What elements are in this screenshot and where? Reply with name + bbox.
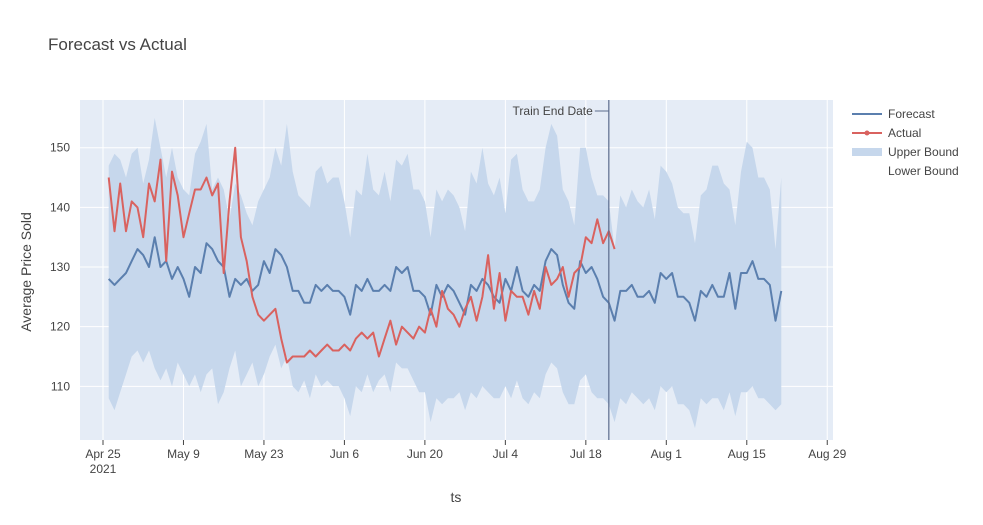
x-tick-label: Jul 18 <box>570 447 602 461</box>
legend-label: Forecast <box>888 107 935 121</box>
train-end-label: Train End Date <box>513 104 594 118</box>
x-tick-label: Apr 25 <box>85 447 121 461</box>
legend-swatch <box>852 148 882 156</box>
legend-label: Actual <box>888 126 921 140</box>
legend-item-upper-bound[interactable]: Upper Bound <box>852 145 959 159</box>
x-axis-title: ts <box>451 489 462 505</box>
train-end-marker: Train End Date <box>513 100 610 440</box>
x-tick-label: May 23 <box>244 447 284 461</box>
y-tick-label: 140 <box>50 200 70 214</box>
x-tick-label: Aug 15 <box>728 447 766 461</box>
legend-item-actual[interactable]: Actual <box>852 126 921 140</box>
y-tick-label: 110 <box>51 379 70 393</box>
legend-item-forecast[interactable]: Forecast <box>852 107 935 121</box>
legend[interactable]: Forecast Actual Upper Bound Lower Bound <box>852 107 959 178</box>
y-axis-title: Average Price Sold <box>18 212 34 332</box>
x-tick-label: Aug 29 <box>808 447 846 461</box>
legend-item-lower-bound[interactable]: Lower Bound <box>888 164 959 178</box>
legend-label: Lower Bound <box>888 164 959 178</box>
x-tick-label: Aug 1 <box>651 447 683 461</box>
legend-marker <box>864 130 870 136</box>
x-tick-label: Jun 6 <box>330 447 360 461</box>
actual-line <box>107 146 616 364</box>
x-tick-year-label: 2021 <box>90 462 117 476</box>
chart-title: Forecast vs Actual <box>48 35 187 54</box>
confidence-band <box>108 117 782 429</box>
y-axis-ticks: 110 120 130 140 150 <box>50 141 70 394</box>
x-tick-label: Jun 20 <box>407 447 443 461</box>
y-tick-label: 150 <box>50 141 70 155</box>
upper-lower-bound-band <box>108 117 782 429</box>
legend-label: Upper Bound <box>888 145 959 159</box>
y-tick-label: 120 <box>50 320 70 334</box>
series-lines <box>107 146 783 364</box>
forecast-line <box>107 236 783 322</box>
x-tick-label: May 9 <box>167 447 200 461</box>
x-tick-label: Jul 4 <box>493 447 519 461</box>
y-tick-label: 130 <box>50 260 70 274</box>
